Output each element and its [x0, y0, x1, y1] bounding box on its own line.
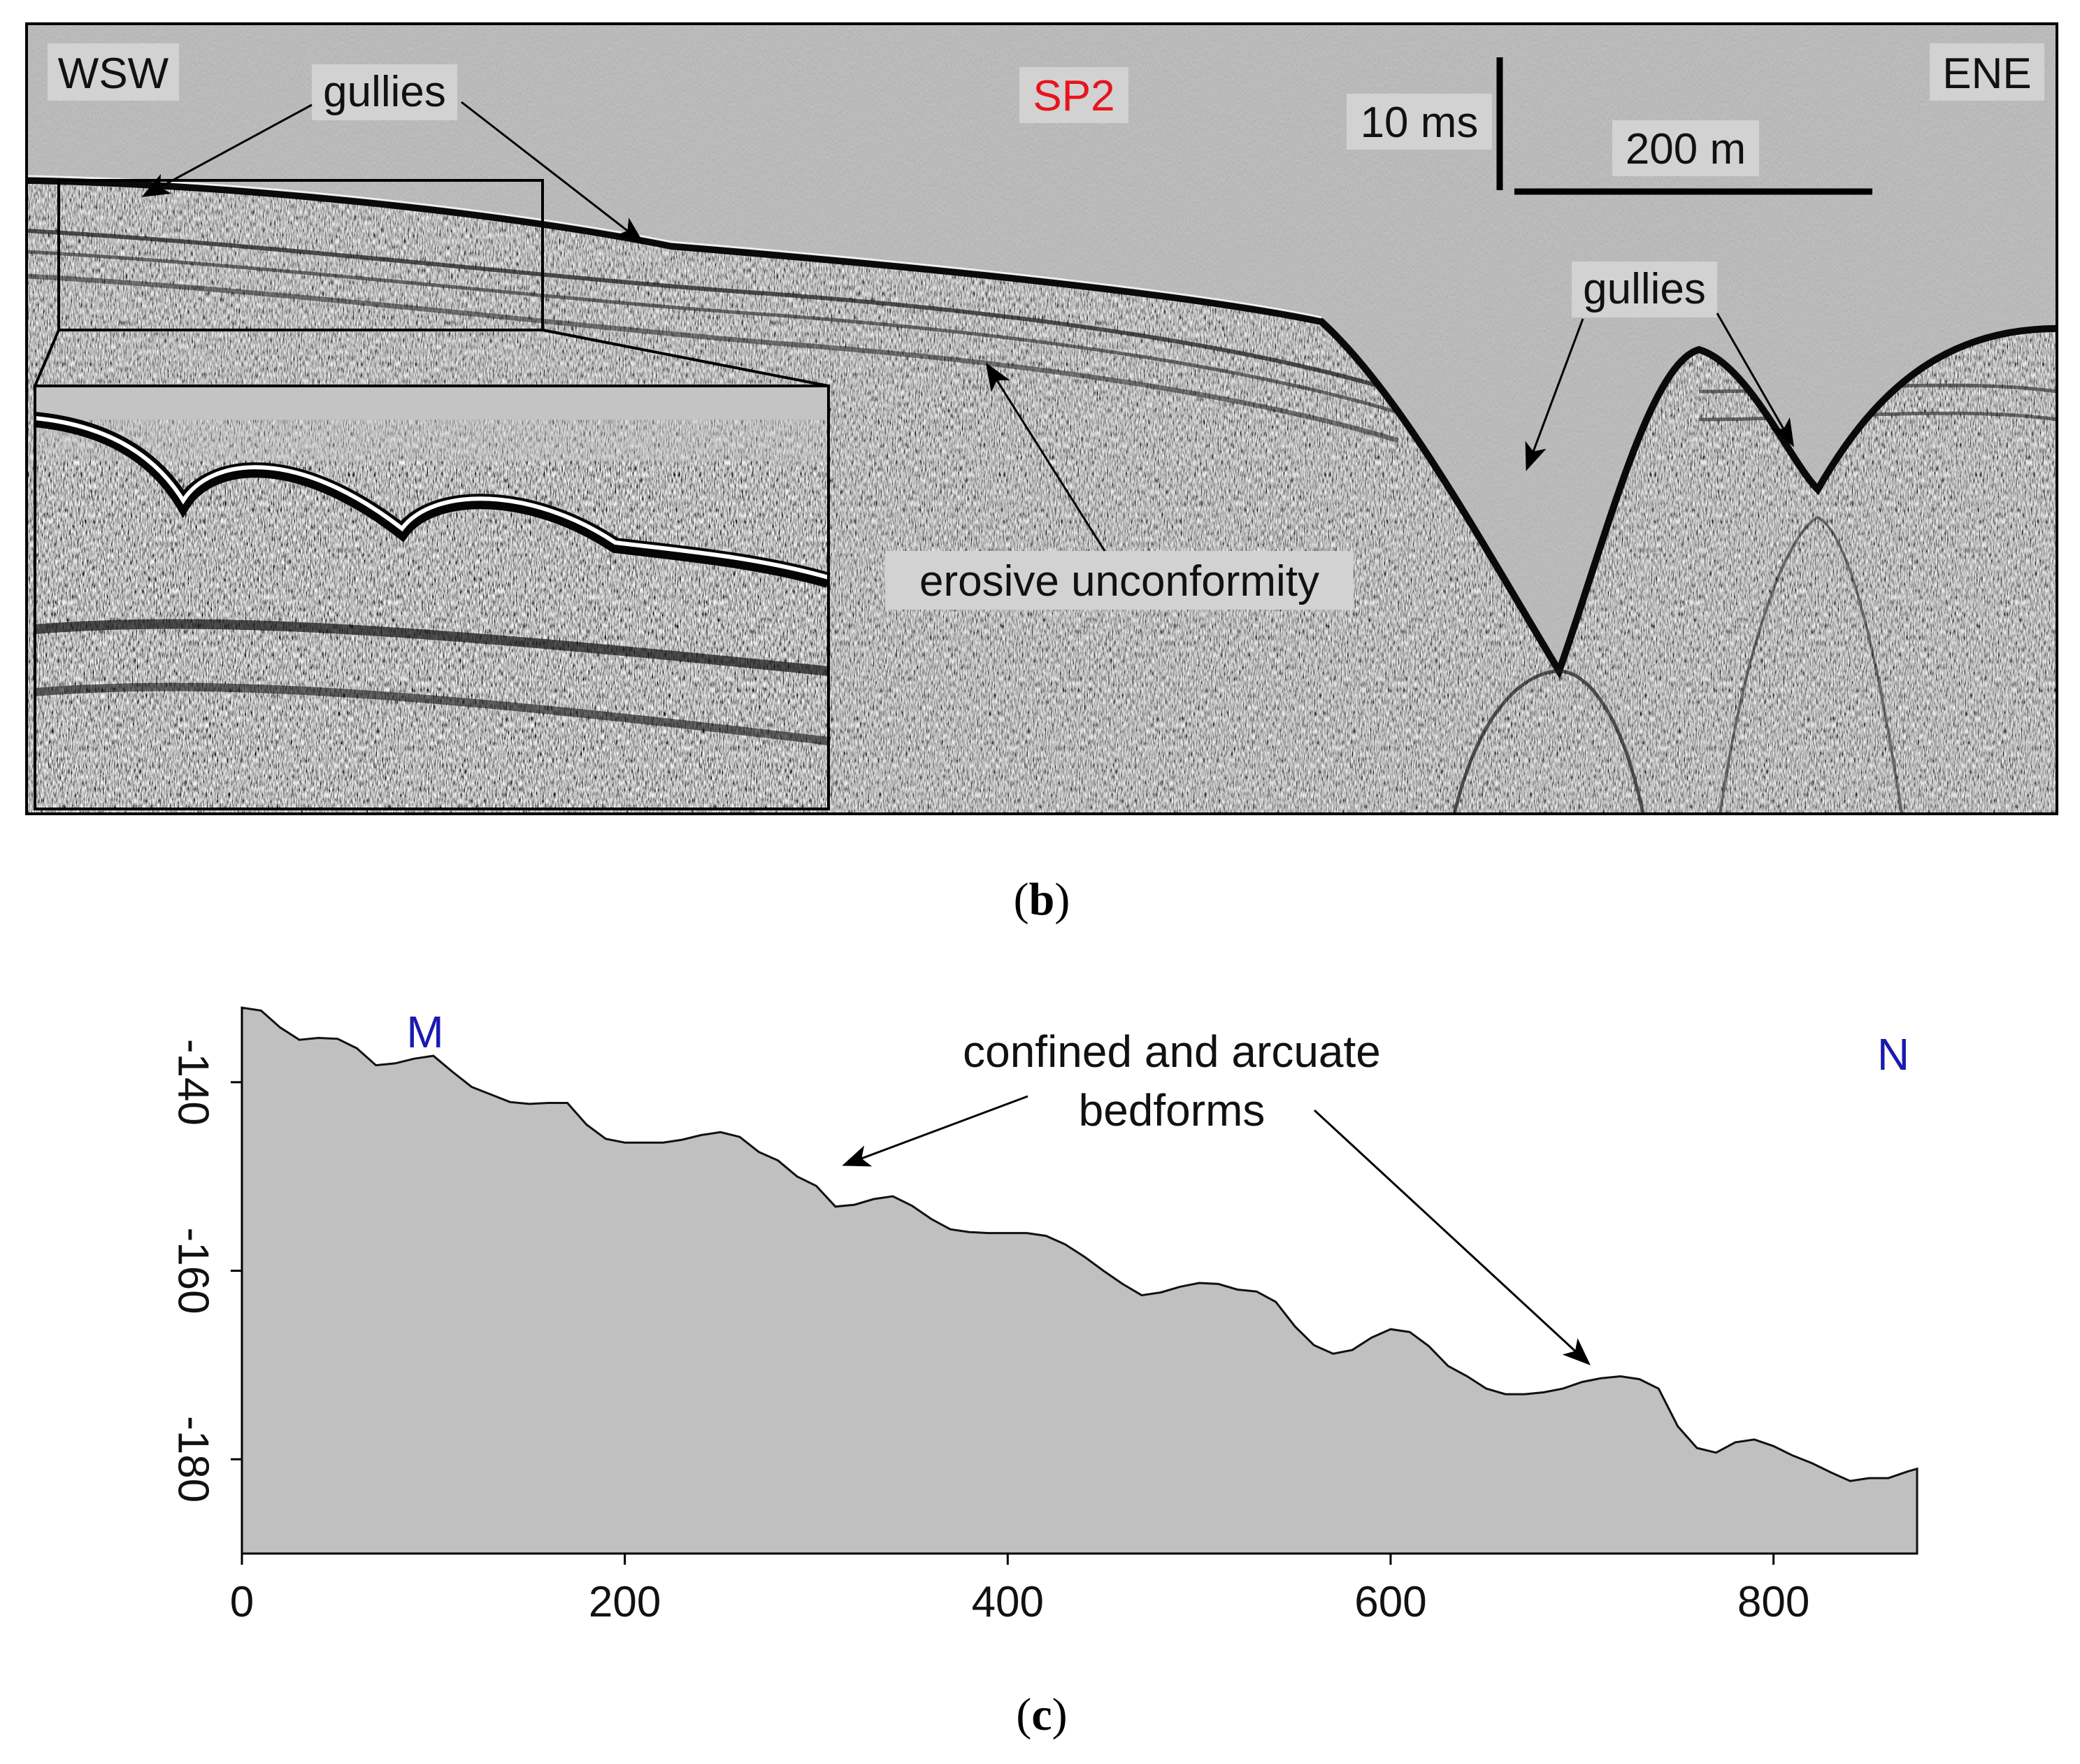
gullies-arrow: [141, 103, 313, 197]
y-tick-label: -160: [169, 1227, 217, 1314]
x-tick-label: 600: [1354, 1578, 1426, 1626]
panel-b-frame: [25, 22, 2058, 815]
inset-zoom: [34, 385, 831, 810]
distance-scale-label: 200 m: [1612, 120, 1759, 176]
x-tick-label: 200: [589, 1578, 661, 1626]
gullies-arrow: [1716, 313, 1794, 447]
diffraction-hyperbola: [1719, 515, 1903, 814]
seafloor-reflector: [27, 177, 2057, 680]
caption-b: (b): [1014, 874, 1070, 925]
x-tick-label: 800: [1737, 1578, 1809, 1626]
gullies-label-left: gullies: [312, 64, 457, 120]
y-tick-label: -180: [169, 1416, 217, 1503]
svg-text:gullies: gullies: [323, 68, 446, 116]
zoom-connector-line: [34, 329, 60, 387]
unconformity-label: erosive unconformity: [885, 551, 1354, 610]
caption-c: (c): [1016, 1689, 1067, 1740]
direction-label-ene: ENE: [1930, 43, 2044, 101]
zoom-connector-line: [542, 329, 829, 387]
annotation-arrow: [1313, 1109, 1591, 1365]
x-tick-label: 400: [972, 1578, 1044, 1626]
svg-text:erosive unconformity: erosive unconformity: [919, 557, 1319, 605]
x-tick-label: 0: [230, 1578, 254, 1626]
annotation-arrow: [842, 1095, 1028, 1167]
svg-text:10 ms: 10 ms: [1361, 99, 1479, 147]
y-axis-ticks: -140 -160 -180: [169, 1039, 242, 1503]
svg-text:SP2: SP2: [1033, 72, 1114, 120]
svg-text:ENE: ENE: [1942, 50, 2031, 98]
annotation-line-2: bedforms: [1079, 1085, 1265, 1135]
x-axis-ticks: 0 200 400 600 800: [230, 1554, 1809, 1626]
time-scale-label: 10 ms: [1347, 94, 1492, 150]
unconformity-arrow: [985, 362, 1106, 552]
diffraction-hyperbola: [1452, 669, 1645, 814]
seafloor-profile-area: [241, 1006, 1918, 1555]
bathymetric-profile-chart: 0 200 400 600 800 -140 -160 -180 M N confined …: [169, 1006, 1918, 1626]
svg-text:200 m: 200 m: [1626, 125, 1746, 173]
svg-text:gullies: gullies: [1583, 265, 1706, 313]
gullies-arrow: [1525, 318, 1584, 471]
endpoint-label-end: N: [1877, 1029, 1909, 1080]
gullies-arrow: [461, 101, 645, 244]
zoom-box: [57, 179, 544, 331]
direction-label-wsw: WSW: [48, 43, 179, 101]
seismic-profile-panel: WSW ENE SP2 gullies 10 ms 200 m gullies: [25, 22, 2058, 815]
endpoint-label-start: M: [406, 1007, 443, 1057]
profile-name-label: SP2: [1019, 67, 1128, 123]
y-tick-label: -140: [169, 1039, 217, 1126]
gullies-label-right: gullies: [1572, 261, 1717, 317]
svg-text:WSW: WSW: [58, 50, 169, 98]
annotation-line-1: confined and arcuate: [963, 1026, 1381, 1077]
